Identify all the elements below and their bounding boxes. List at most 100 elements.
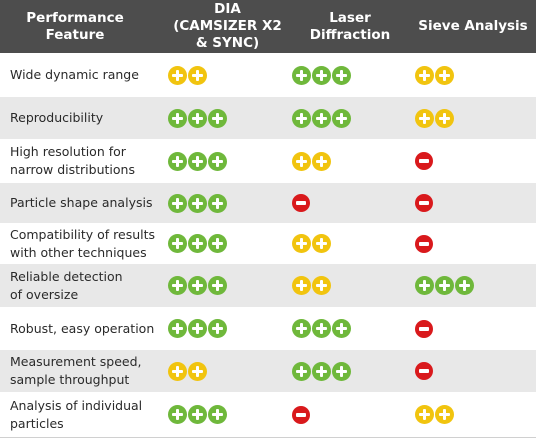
minus-icon bbox=[292, 405, 310, 424]
rating-cell bbox=[168, 139, 227, 183]
plus-icon bbox=[292, 319, 311, 338]
rating-cell bbox=[415, 264, 474, 307]
rating-green bbox=[168, 405, 227, 424]
rating-cell bbox=[168, 264, 227, 307]
plus-icon bbox=[332, 65, 351, 85]
rating-green bbox=[292, 65, 351, 85]
feature-label: Particle shape analysis bbox=[10, 195, 153, 210]
plus-icon bbox=[188, 361, 207, 381]
table-row: Reliable detection of oversize bbox=[0, 264, 536, 307]
header-performance-feature: Performance Feature bbox=[26, 9, 124, 43]
rating-cell bbox=[292, 183, 310, 223]
rating-red bbox=[292, 194, 310, 212]
table-row: High resolution for narrow distributions bbox=[0, 139, 536, 183]
plus-icon bbox=[292, 361, 311, 381]
header-dia: DIA (CAMSIZER X2 & SYNC) bbox=[173, 1, 282, 51]
rating-cell bbox=[415, 183, 433, 223]
plus-icon bbox=[292, 276, 311, 295]
table-row: Analysis of individual particles bbox=[0, 392, 536, 437]
plus-icon bbox=[415, 276, 434, 295]
plus-icon bbox=[312, 361, 331, 381]
rating-cell bbox=[292, 223, 331, 264]
plus-icon bbox=[188, 108, 207, 128]
rating-red bbox=[415, 362, 433, 380]
minus-icon bbox=[415, 319, 433, 338]
plus-icon bbox=[188, 234, 207, 253]
rating-green bbox=[292, 319, 351, 338]
rating-green bbox=[168, 193, 227, 213]
rating-green bbox=[415, 276, 474, 295]
plus-icon bbox=[188, 405, 207, 424]
plus-icon bbox=[168, 193, 187, 213]
feature-label: Wide dynamic range bbox=[10, 67, 139, 82]
table-row: Robust, easy operation bbox=[0, 307, 536, 350]
rating-green bbox=[168, 276, 227, 295]
rating-cell bbox=[292, 307, 351, 350]
table-row: Measurement speed, sample throughput bbox=[0, 350, 536, 392]
plus-icon bbox=[208, 151, 227, 171]
rating-green bbox=[168, 234, 227, 253]
rating-cell bbox=[292, 53, 351, 97]
plus-icon bbox=[332, 108, 351, 128]
rating-cell bbox=[415, 97, 454, 139]
plus-icon bbox=[332, 361, 351, 381]
plus-icon bbox=[415, 108, 434, 128]
rating-cell bbox=[292, 139, 331, 183]
rating-cell bbox=[292, 97, 351, 139]
rating-cell bbox=[168, 183, 227, 223]
header-laser-diffraction: Laser Diffraction bbox=[309, 9, 391, 43]
plus-icon bbox=[208, 108, 227, 128]
feature-label: Analysis of individual particles bbox=[10, 397, 143, 431]
plus-icon bbox=[332, 319, 351, 338]
plus-icon bbox=[188, 276, 207, 295]
rating-cell bbox=[168, 392, 227, 437]
table-row: Reproducibility bbox=[0, 97, 536, 139]
plus-icon bbox=[208, 319, 227, 338]
plus-icon bbox=[168, 405, 187, 424]
plus-icon bbox=[208, 193, 227, 213]
table-row: Wide dynamic range bbox=[0, 53, 536, 97]
plus-icon bbox=[292, 108, 311, 128]
plus-icon bbox=[208, 276, 227, 295]
plus-icon bbox=[435, 276, 454, 295]
plus-icon bbox=[168, 276, 187, 295]
rating-cell bbox=[415, 392, 454, 437]
minus-icon bbox=[415, 194, 433, 212]
rating-cell bbox=[292, 350, 351, 392]
feature-label: Reliable detection of oversize bbox=[10, 268, 123, 302]
rating-yellow bbox=[292, 276, 331, 295]
plus-icon bbox=[208, 234, 227, 253]
plus-icon bbox=[208, 405, 227, 424]
plus-icon bbox=[455, 276, 474, 295]
plus-icon bbox=[292, 234, 311, 253]
rating-cell bbox=[168, 350, 207, 392]
minus-icon bbox=[415, 152, 433, 170]
rating-red bbox=[415, 194, 433, 212]
rating-cell bbox=[168, 53, 207, 97]
feature-label: Measurement speed, sample throughput bbox=[10, 354, 142, 387]
feature-label: High resolution for narrow distributions bbox=[10, 144, 135, 177]
rating-yellow bbox=[415, 65, 454, 85]
rating-green bbox=[292, 108, 351, 128]
rating-yellow bbox=[168, 65, 207, 85]
rating-green bbox=[168, 151, 227, 171]
plus-icon bbox=[312, 65, 331, 85]
plus-icon bbox=[188, 65, 207, 85]
rating-red bbox=[415, 152, 433, 170]
table-row: Compatibility of results with other tech… bbox=[0, 223, 536, 264]
plus-icon bbox=[168, 151, 187, 171]
minus-icon bbox=[415, 234, 433, 253]
rating-red bbox=[292, 405, 310, 424]
rating-cell bbox=[415, 139, 433, 183]
rating-yellow bbox=[292, 234, 331, 253]
rating-yellow bbox=[168, 361, 207, 381]
rating-yellow bbox=[292, 151, 331, 171]
feature-label: Compatibility of results with other tech… bbox=[10, 226, 156, 260]
plus-icon bbox=[435, 65, 454, 85]
rating-cell bbox=[415, 350, 433, 392]
plus-icon bbox=[435, 108, 454, 128]
rating-red bbox=[415, 319, 433, 338]
plus-icon bbox=[168, 108, 187, 128]
rating-cell bbox=[292, 264, 331, 307]
minus-icon bbox=[292, 194, 310, 212]
